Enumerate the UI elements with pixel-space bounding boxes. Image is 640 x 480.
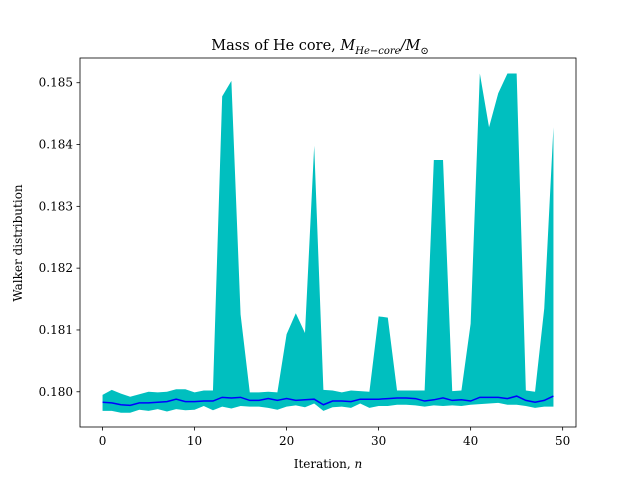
- x-axis: 0 10 20 30 40 50: [99, 427, 570, 448]
- walker-distribution-band: [102, 73, 554, 413]
- axes-frame: [79, 57, 577, 428]
- y-tick-label: 0.182: [39, 261, 73, 275]
- x-axis-title: Iteration, n: [294, 457, 363, 471]
- x-tick-label: 0: [99, 434, 107, 448]
- median-line: [102, 395, 554, 407]
- x-tick-label: 30: [371, 434, 386, 448]
- y-tick-label: 0.185: [39, 76, 73, 90]
- plot-area: [102, 73, 554, 413]
- chart-title: Mass of He core, MHe−core/M⊙: [211, 38, 428, 57]
- x-tick-label: 20: [279, 434, 294, 448]
- x-tick-label: 10: [187, 434, 202, 448]
- y-tick-label: 0.184: [39, 138, 74, 152]
- y-tick-label: 0.183: [39, 199, 73, 213]
- y-tick-label: 0.181: [39, 323, 73, 337]
- y-axis: 0.180 0.181 0.182 0.183 0.184 0.185: [39, 76, 80, 399]
- x-tick-label: 40: [463, 434, 478, 448]
- y-tick-label: 0.180: [39, 385, 73, 399]
- x-tick-label: 50: [555, 434, 570, 448]
- y-axis-title: Walker distribution: [11, 184, 25, 302]
